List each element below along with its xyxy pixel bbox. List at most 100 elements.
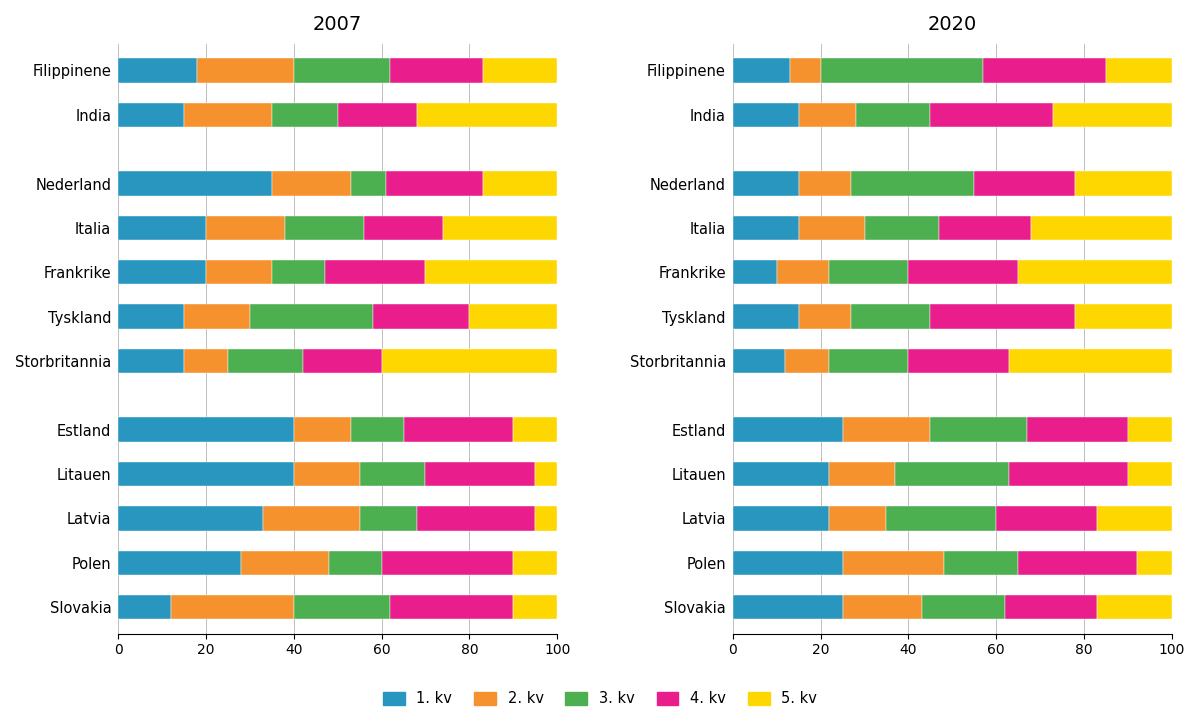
Bar <box>908 260 1018 284</box>
Bar <box>482 59 557 82</box>
Bar <box>821 59 983 82</box>
Bar <box>1128 417 1172 442</box>
Bar <box>416 506 535 531</box>
Bar <box>851 304 930 329</box>
Bar <box>482 171 557 196</box>
Bar <box>443 215 557 240</box>
Bar <box>294 417 350 442</box>
Bar <box>930 103 1054 127</box>
Bar <box>206 215 286 240</box>
Bar <box>118 550 241 575</box>
Title: 2007: 2007 <box>313 15 362 34</box>
Bar <box>1075 171 1172 196</box>
Bar <box>829 462 895 487</box>
Bar <box>799 304 851 329</box>
Bar <box>294 59 390 82</box>
Bar <box>1128 462 1172 487</box>
Bar <box>983 59 1106 82</box>
Bar <box>733 59 790 82</box>
Bar <box>184 304 250 329</box>
Bar <box>360 462 426 487</box>
Bar <box>829 348 908 373</box>
Bar <box>864 215 940 240</box>
Bar <box>733 550 842 575</box>
Bar <box>118 462 294 487</box>
Bar <box>118 103 184 127</box>
Bar <box>118 348 184 373</box>
Bar <box>940 215 1031 240</box>
Bar <box>337 103 416 127</box>
Bar <box>294 595 390 620</box>
Bar <box>851 171 974 196</box>
Bar <box>426 462 535 487</box>
Bar <box>118 506 263 531</box>
Bar <box>535 506 557 531</box>
Bar <box>733 462 829 487</box>
Bar <box>469 304 557 329</box>
Bar <box>776 260 829 284</box>
Bar <box>350 417 403 442</box>
Bar <box>786 348 829 373</box>
Bar <box>272 171 350 196</box>
Bar <box>184 103 272 127</box>
Bar <box>733 417 842 442</box>
Bar <box>390 595 514 620</box>
Bar <box>263 506 360 531</box>
Bar <box>829 260 908 284</box>
Bar <box>733 260 776 284</box>
Bar <box>733 348 786 373</box>
Bar <box>286 215 364 240</box>
Bar <box>272 260 324 284</box>
Bar <box>1106 59 1172 82</box>
Bar <box>1027 417 1128 442</box>
Bar <box>272 103 337 127</box>
Legend: 1. kv, 2. kv, 3. kv, 4. kv, 5. kv: 1. kv, 2. kv, 3. kv, 4. kv, 5. kv <box>377 685 823 712</box>
Bar <box>118 59 197 82</box>
Bar <box>799 215 864 240</box>
Bar <box>930 417 1027 442</box>
Title: 2020: 2020 <box>928 15 977 34</box>
Bar <box>118 595 170 620</box>
Bar <box>733 103 799 127</box>
Bar <box>514 595 557 620</box>
Bar <box>360 506 416 531</box>
Bar <box>350 171 386 196</box>
Bar <box>197 59 294 82</box>
Bar <box>382 550 514 575</box>
Bar <box>1009 348 1172 373</box>
Bar <box>842 550 943 575</box>
Bar <box>1136 550 1172 575</box>
Bar <box>1004 595 1097 620</box>
Bar <box>1054 103 1172 127</box>
Bar <box>842 417 930 442</box>
Bar <box>364 215 443 240</box>
Bar <box>118 304 184 329</box>
Bar <box>250 304 373 329</box>
Bar <box>1075 304 1172 329</box>
Bar <box>1097 506 1172 531</box>
Bar <box>514 550 557 575</box>
Bar <box>943 550 1018 575</box>
Bar <box>733 304 799 329</box>
Bar <box>733 215 799 240</box>
Bar <box>930 304 1075 329</box>
Bar <box>382 348 557 373</box>
Bar <box>887 506 996 531</box>
Bar <box>733 595 842 620</box>
Bar <box>170 595 294 620</box>
Bar <box>799 171 851 196</box>
Bar <box>294 462 360 487</box>
Bar <box>184 348 228 373</box>
Bar <box>1031 215 1172 240</box>
Bar <box>241 550 329 575</box>
Bar <box>790 59 821 82</box>
Bar <box>228 348 302 373</box>
Bar <box>416 103 557 127</box>
Bar <box>829 506 887 531</box>
Bar <box>1018 260 1172 284</box>
Bar <box>842 595 922 620</box>
Bar <box>206 260 272 284</box>
Bar <box>302 348 382 373</box>
Bar <box>329 550 382 575</box>
Bar <box>1009 462 1128 487</box>
